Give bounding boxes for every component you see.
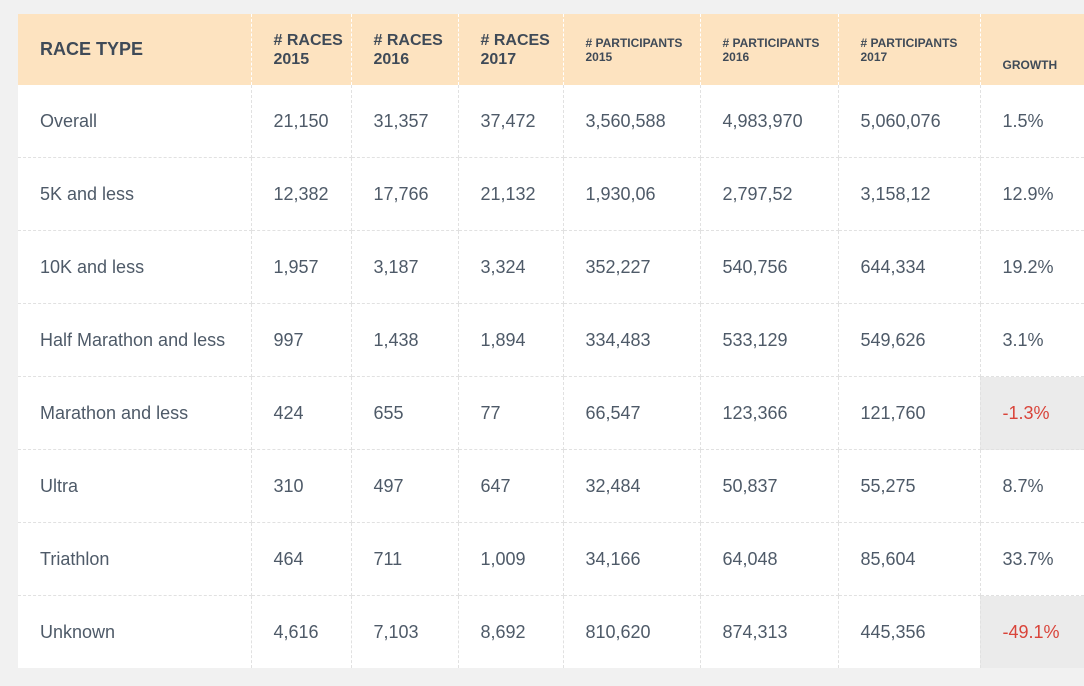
cell-races-2015: 1,957 xyxy=(251,230,352,304)
cell-participants-2016: 4,983,970 xyxy=(700,85,839,158)
cell-participants-2015: 66,547 xyxy=(563,376,701,450)
header-participants-2015: # PARTICIPANTS 2015 xyxy=(563,14,701,85)
cell-participants-2017: 121,760 xyxy=(838,376,981,450)
cell-race-type: Overall xyxy=(18,85,252,158)
cell-race-type: Marathon and less xyxy=(18,376,252,450)
header-races-2016: # RACES 2016 xyxy=(351,14,459,85)
cell-races-2017: 21,132 xyxy=(458,157,564,231)
cell-races-2015: 310 xyxy=(251,449,352,523)
cell-races-2017: 37,472 xyxy=(458,85,564,158)
header-participants-2016: # PARTICIPANTS 2016 xyxy=(700,14,839,85)
cell-growth: 33.7% xyxy=(980,522,1084,596)
cell-races-2016: 655 xyxy=(351,376,459,450)
table-row: 10K and less 1,957 3,187 3,324 352,227 540,75… xyxy=(18,230,1084,304)
cell-participants-2015: 334,483 xyxy=(563,303,701,377)
race-stats-table-container: RACE TYPE # RACES 2015 # RACES 2016 # RACE… xyxy=(18,14,1084,668)
cell-race-type: Triathlon xyxy=(18,522,252,596)
cell-races-2015: 424 xyxy=(251,376,352,450)
cell-race-type: 5K and less xyxy=(18,157,252,231)
cell-participants-2015: 3,560,588 xyxy=(563,85,701,158)
cell-races-2015: 21,150 xyxy=(251,85,352,158)
race-stats-table: RACE TYPE # RACES 2015 # RACES 2016 # RACE… xyxy=(18,14,1084,668)
cell-participants-2016: 123,366 xyxy=(700,376,839,450)
cell-participants-2016: 540,756 xyxy=(700,230,839,304)
cell-races-2015: 464 xyxy=(251,522,352,596)
cell-race-type: 10K and less xyxy=(18,230,252,304)
cell-participants-2016: 533,129 xyxy=(700,303,839,377)
cell-race-type: Ultra xyxy=(18,449,252,523)
cell-participants-2015: 34,166 xyxy=(563,522,701,596)
cell-races-2015: 4,616 xyxy=(251,595,352,668)
header-races-2017: # RACES 2017 xyxy=(458,14,564,85)
cell-races-2017: 3,324 xyxy=(458,230,564,304)
cell-participants-2016: 874,313 xyxy=(700,595,839,668)
cell-participants-2017: 5,060,076 xyxy=(838,85,981,158)
cell-growth: 19.2% xyxy=(980,230,1084,304)
cell-participants-2015: 1,930,06 xyxy=(563,157,701,231)
table-row: Unknown 4,616 7,103 8,692 810,620 874,313 445,… xyxy=(18,595,1084,668)
table-row: Triathlon 464 711 1,009 34,166 64,048 85,604 33… xyxy=(18,522,1084,596)
cell-participants-2017: 3,158,12 xyxy=(838,157,981,231)
cell-participants-2015: 32,484 xyxy=(563,449,701,523)
table-row: Half Marathon and less 997 1,438 1,894 334,4… xyxy=(18,303,1084,377)
cell-races-2015: 12,382 xyxy=(251,157,352,231)
cell-growth: 12.9% xyxy=(980,157,1084,231)
cell-races-2016: 711 xyxy=(351,522,459,596)
cell-race-type: Unknown xyxy=(18,595,252,668)
cell-participants-2017: 644,334 xyxy=(838,230,981,304)
cell-participants-2015: 810,620 xyxy=(563,595,701,668)
cell-growth: 3.1% xyxy=(980,303,1084,377)
cell-races-2015: 997 xyxy=(251,303,352,377)
cell-growth: -1.3% xyxy=(980,376,1084,450)
header-race-type: RACE TYPE xyxy=(18,14,252,85)
cell-race-type: Half Marathon and less xyxy=(18,303,252,377)
cell-growth: -49.1% xyxy=(980,595,1084,668)
cell-races-2017: 647 xyxy=(458,449,564,523)
cell-races-2016: 17,766 xyxy=(351,157,459,231)
cell-races-2017: 8,692 xyxy=(458,595,564,668)
cell-races-2017: 1,009 xyxy=(458,522,564,596)
cell-participants-2016: 2,797,52 xyxy=(700,157,839,231)
header-row: RACE TYPE # RACES 2015 # RACES 2016 # RACE… xyxy=(18,14,1084,85)
cell-races-2016: 1,438 xyxy=(351,303,459,377)
table-row: Marathon and less 424 655 77 66,547 123,366 12… xyxy=(18,376,1084,450)
cell-races-2016: 31,357 xyxy=(351,85,459,158)
table-row: Overall 21,150 31,357 37,472 3,560,588 4,983,… xyxy=(18,85,1084,158)
cell-participants-2015: 352,227 xyxy=(563,230,701,304)
header-participants-2017: # PARTICIPANTS 2017 xyxy=(838,14,981,85)
cell-races-2016: 3,187 xyxy=(351,230,459,304)
cell-races-2016: 7,103 xyxy=(351,595,459,668)
cell-races-2017: 77 xyxy=(458,376,564,450)
cell-races-2017: 1,894 xyxy=(458,303,564,377)
table-row: Ultra 310 497 647 32,484 50,837 55,275 8.7% xyxy=(18,449,1084,523)
cell-races-2016: 497 xyxy=(351,449,459,523)
cell-growth: 1.5% xyxy=(980,85,1084,158)
cell-participants-2017: 549,626 xyxy=(838,303,981,377)
cell-participants-2017: 55,275 xyxy=(838,449,981,523)
cell-growth: 8.7% xyxy=(980,449,1084,523)
table-row: 5K and less 12,382 17,766 21,132 1,930,06 2,7… xyxy=(18,157,1084,231)
header-races-2015: # RACES 2015 xyxy=(251,14,352,85)
cell-participants-2017: 445,356 xyxy=(838,595,981,668)
header-growth: GROWTH xyxy=(980,14,1084,85)
cell-participants-2017: 85,604 xyxy=(838,522,981,596)
table-body: Overall 21,150 31,357 37,472 3,560,588 4,983,… xyxy=(18,85,1084,668)
cell-participants-2016: 64,048 xyxy=(700,522,839,596)
cell-participants-2016: 50,837 xyxy=(700,449,839,523)
